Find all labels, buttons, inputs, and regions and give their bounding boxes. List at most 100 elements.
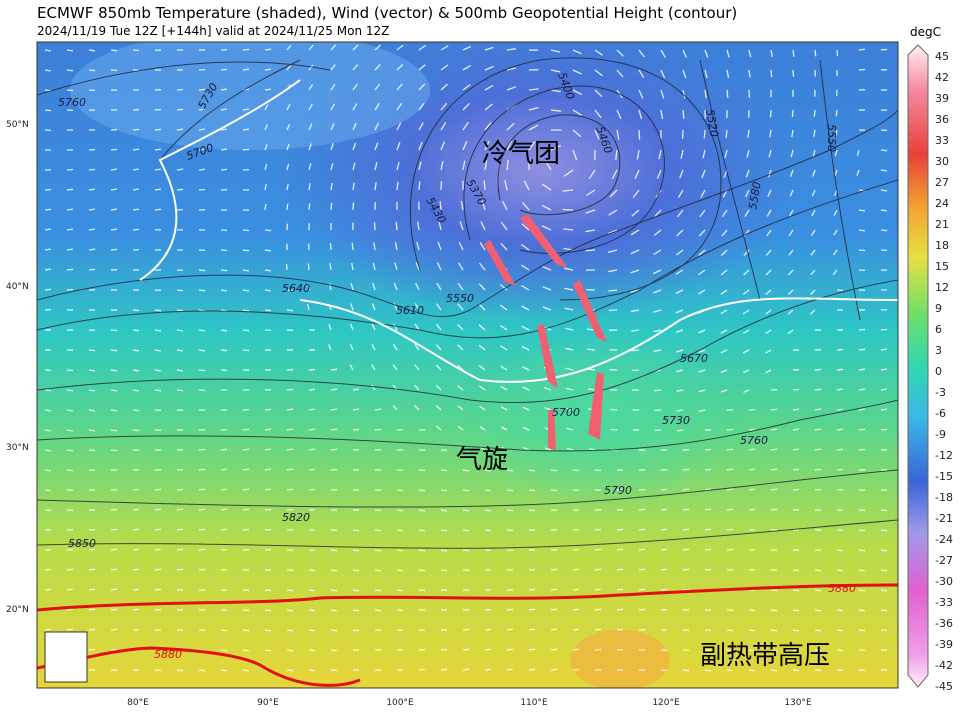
wind-arrow [350, 283, 354, 291]
contour-label: 5700 [552, 406, 580, 419]
wind-arrow [550, 469, 558, 472]
wind-arrow [608, 269, 618, 273]
wind-arrow [396, 569, 403, 572]
contour-label: 5760 [740, 434, 768, 447]
colorbar-tick-label: -15 [935, 470, 953, 483]
wind-arrow [308, 488, 316, 491]
wind-arrow [330, 589, 337, 592]
wind-arrow [435, 323, 442, 331]
wind-arrow [594, 528, 602, 531]
wind-arrow [682, 468, 690, 471]
wind-arrow [543, 386, 552, 391]
wind-arrow [880, 388, 887, 391]
wind-arrow [769, 109, 772, 118]
wind-arrow [44, 228, 51, 231]
wind-arrow [88, 208, 95, 211]
wind-arrow [66, 288, 74, 291]
wind-arrow [242, 428, 250, 431]
wind-arrow [810, 289, 816, 295]
wind-arrow [836, 388, 843, 391]
wind-arrow [330, 83, 336, 91]
wind-arrow [132, 188, 139, 191]
wind-arrow [522, 426, 530, 431]
wind-arrow [744, 209, 750, 217]
colorbar-tick-label: 42 [935, 71, 949, 84]
wind-arrow [611, 169, 618, 180]
wind-arrow [352, 549, 360, 552]
wind-arrow [638, 89, 644, 99]
wind-arrow [88, 89, 96, 92]
wind-arrow [880, 328, 888, 331]
contour-label: 5880 [828, 582, 856, 595]
wind-arrow [308, 183, 311, 191]
wind-arrow [638, 608, 646, 611]
wind-arrow [351, 242, 354, 251]
wind-arrow [352, 609, 359, 612]
wind-arrow [198, 468, 206, 471]
wind-arrow [242, 349, 250, 352]
wind-arrow [330, 408, 337, 411]
wind-arrow [330, 368, 338, 371]
wind-arrow [701, 169, 706, 179]
wind-arrow [836, 569, 843, 572]
wind-arrow [264, 508, 272, 511]
wind-arrow [154, 148, 161, 151]
wind-arrow [371, 343, 376, 351]
wind-arrow [544, 160, 552, 171]
wind-arrow [770, 428, 777, 431]
wind-arrow [880, 609, 888, 612]
wind-arrow [541, 204, 552, 211]
wind-arrow [220, 629, 228, 632]
wind-arrow [836, 549, 844, 552]
wind-arrow [550, 568, 558, 571]
wind-arrow [308, 669, 316, 672]
wind-arrow [585, 209, 596, 214]
wind-arrow [110, 168, 117, 171]
wind-arrow [572, 69, 582, 75]
wind-arrow [594, 628, 602, 631]
wind-arrow [630, 249, 640, 255]
wind-arrow [654, 409, 662, 412]
colorbar-tick-label: 27 [935, 176, 949, 189]
wind-arrow [154, 128, 162, 131]
wind-arrow [88, 49, 95, 52]
wind-arrow [478, 344, 486, 351]
wind-arrow [726, 528, 734, 531]
wind-arrow [484, 509, 491, 512]
wind-arrow [566, 447, 574, 451]
contour-label: 5880 [154, 648, 182, 661]
wind-arrow [528, 88, 539, 91]
colorbar-tick-label: -33 [935, 596, 953, 609]
colorbar-tick-label: 36 [935, 113, 949, 126]
wind-arrow [198, 669, 205, 672]
wind-arrow [660, 669, 668, 672]
contour-label: 5550 [825, 124, 838, 152]
wind-arrow [330, 103, 336, 111]
wind-arrow [88, 188, 95, 191]
wind-arrow [396, 181, 399, 191]
wind-arrow [264, 124, 268, 131]
wind-arrow [414, 303, 420, 311]
wind-arrow [856, 169, 860, 176]
wind-arrow [676, 409, 684, 412]
wind-arrow [396, 489, 404, 492]
wind-arrow [679, 169, 684, 179]
wind-arrow [588, 448, 596, 451]
wind-arrow [788, 249, 794, 256]
wind-arrow [457, 262, 464, 271]
wind-arrow [506, 668, 513, 671]
wind-arrow [814, 569, 822, 572]
wind-arrow [88, 268, 96, 271]
wind-arrow [681, 129, 684, 139]
wind-arrow [44, 188, 52, 191]
wind-arrow [880, 229, 888, 232]
wind-arrow [770, 629, 777, 632]
wind-arrow [616, 588, 623, 591]
wind-arrow [484, 140, 490, 151]
wind-arrow [770, 448, 777, 451]
wind-arrow [676, 389, 684, 392]
wind-arrow [374, 103, 380, 111]
wind-arrow [698, 349, 706, 354]
wind-arrow [330, 64, 336, 71]
wind-arrow [832, 269, 838, 276]
